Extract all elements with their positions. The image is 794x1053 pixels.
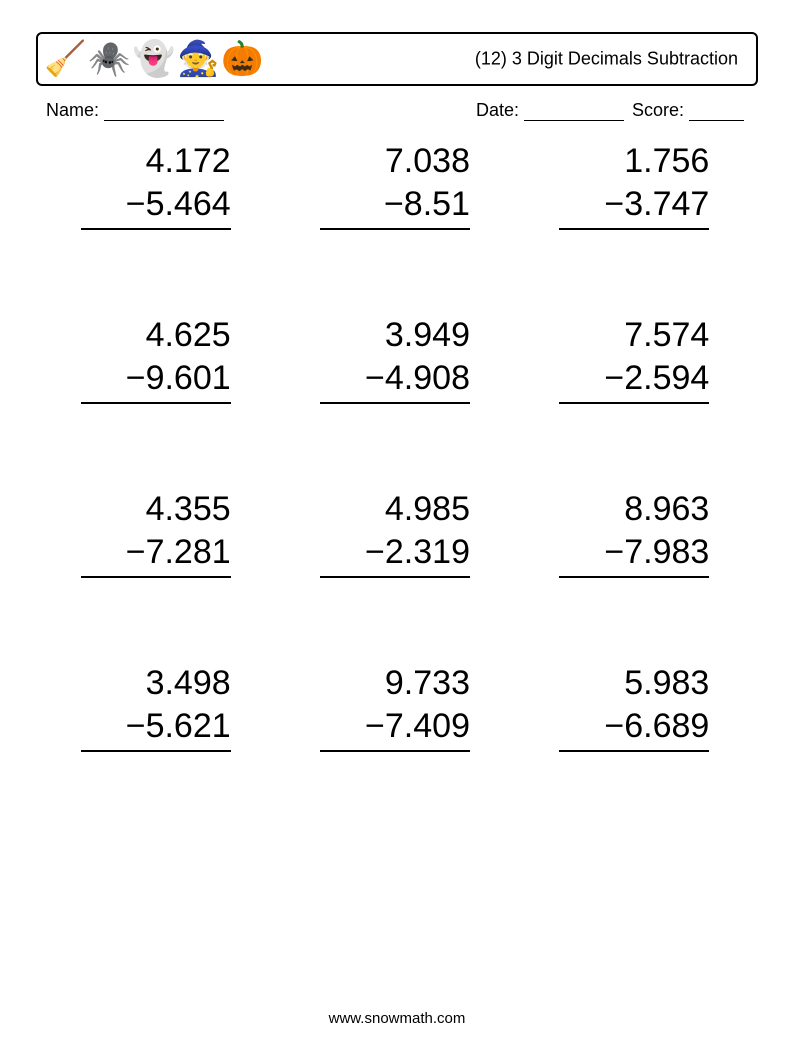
minuend: 4.172	[81, 140, 231, 183]
problem-block: 5.983 −6.689	[559, 662, 709, 752]
problem: 4.172 −5.464	[36, 140, 275, 230]
subtrahend: −7.409	[320, 705, 470, 753]
subtrahend-value: 7.281	[146, 533, 231, 571]
problem-block: 4.625 −9.601	[81, 314, 231, 404]
problem: 8.963 −7.983	[515, 488, 754, 578]
subtrahend: −2.319	[320, 531, 470, 579]
problem: 3.498 −5.621	[36, 662, 275, 752]
minus-sign: −	[126, 533, 146, 571]
name-label-group: Name:	[46, 100, 224, 121]
name-label: Name:	[46, 100, 99, 120]
problems-grid: 4.172 −5.464 7.038 −8.51 1.756 −3.747 4.…	[36, 140, 754, 752]
minus-sign: −	[126, 185, 146, 223]
minus-sign: −	[384, 185, 404, 223]
minus-sign: −	[365, 707, 385, 745]
minuend: 1.756	[559, 140, 709, 183]
subtrahend: −3.747	[559, 183, 709, 231]
minus-sign: −	[365, 533, 385, 571]
problem: 4.355 −7.281	[36, 488, 275, 578]
subtrahend-value: 7.983	[624, 533, 709, 571]
subtrahend-value: 2.594	[624, 359, 709, 397]
problem-block: 3.949 −4.908	[320, 314, 470, 404]
subtrahend-value: 2.319	[385, 533, 470, 571]
minus-sign: −	[126, 707, 146, 745]
problem-block: 4.985 −2.319	[320, 488, 470, 578]
problem-block: 1.756 −3.747	[559, 140, 709, 230]
minus-sign: −	[126, 359, 146, 397]
problem-block: 9.733 −7.409	[320, 662, 470, 752]
minuend: 7.574	[559, 314, 709, 357]
subtrahend: −2.594	[559, 357, 709, 405]
score-label: Score:	[632, 100, 684, 120]
footer-url: www.snowmath.com	[0, 1010, 794, 1027]
minuend: 4.985	[320, 488, 470, 531]
subtrahend: −7.983	[559, 531, 709, 579]
problem-block: 8.963 −7.983	[559, 488, 709, 578]
subtrahend-value: 5.464	[146, 185, 231, 223]
minuend: 5.983	[559, 662, 709, 705]
problem: 4.985 −2.319	[275, 488, 514, 578]
problem-block: 7.038 −8.51	[320, 140, 470, 230]
problem: 1.756 −3.747	[515, 140, 754, 230]
minuend: 3.498	[81, 662, 231, 705]
minuend: 7.038	[320, 140, 470, 183]
name-blank[interactable]	[104, 102, 224, 121]
subtrahend: −8.51	[320, 183, 470, 231]
date-label: Date:	[476, 100, 519, 120]
minus-sign: −	[604, 707, 624, 745]
header-icons: 🧹 🕷️ 👻 🧙 🎃	[44, 42, 264, 76]
problem-block: 4.172 −5.464	[81, 140, 231, 230]
meta-row: Name: Date: Score:	[36, 100, 754, 130]
problem-block: 7.574 −2.594	[559, 314, 709, 404]
worksheet-title: (12) 3 Digit Decimals Subtraction	[475, 49, 738, 70]
minuend: 9.733	[320, 662, 470, 705]
header-box: 🧹 🕷️ 👻 🧙 🎃 (12) 3 Digit Decimals Subtrac…	[36, 32, 758, 86]
subtrahend: −4.908	[320, 357, 470, 405]
subtrahend-value: 3.747	[624, 185, 709, 223]
subtrahend: −9.601	[81, 357, 231, 405]
subtrahend: −5.621	[81, 705, 231, 753]
score-blank[interactable]	[689, 102, 744, 121]
score-label-group: Score:	[632, 100, 744, 121]
subtrahend: −6.689	[559, 705, 709, 753]
minuend: 4.355	[81, 488, 231, 531]
problem: 7.574 −2.594	[515, 314, 754, 404]
problem: 3.949 −4.908	[275, 314, 514, 404]
minus-sign: −	[604, 185, 624, 223]
minus-sign: −	[604, 359, 624, 397]
spider-icon: 🕷️	[88, 42, 130, 76]
problem-block: 4.355 −7.281	[81, 488, 231, 578]
subtrahend-value: 9.601	[146, 359, 231, 397]
subtrahend: −5.464	[81, 183, 231, 231]
minuend: 3.949	[320, 314, 470, 357]
minuend: 8.963	[559, 488, 709, 531]
minuend: 4.625	[81, 314, 231, 357]
problem: 5.983 −6.689	[515, 662, 754, 752]
subtrahend-value: 8.51	[404, 185, 470, 223]
subtrahend-value: 7.409	[385, 707, 470, 745]
problem: 7.038 −8.51	[275, 140, 514, 230]
minus-sign: −	[604, 533, 624, 571]
pumpkin-icon: 🎃	[221, 42, 263, 76]
worksheet-page: 🧹 🕷️ 👻 🧙 🎃 (12) 3 Digit Decimals Subtrac…	[0, 0, 794, 1053]
date-label-group: Date:	[476, 100, 624, 121]
problem: 4.625 −9.601	[36, 314, 275, 404]
problem: 9.733 −7.409	[275, 662, 514, 752]
broom-icon: 🧹	[44, 42, 86, 76]
minus-sign: −	[365, 359, 385, 397]
date-blank[interactable]	[524, 102, 624, 121]
subtrahend: −7.281	[81, 531, 231, 579]
problem-block: 3.498 −5.621	[81, 662, 231, 752]
subtrahend-value: 5.621	[146, 707, 231, 745]
subtrahend-value: 6.689	[624, 707, 709, 745]
ghost-icon: 👻	[133, 42, 175, 76]
subtrahend-value: 4.908	[385, 359, 470, 397]
witch-icon: 🧙	[177, 42, 219, 76]
